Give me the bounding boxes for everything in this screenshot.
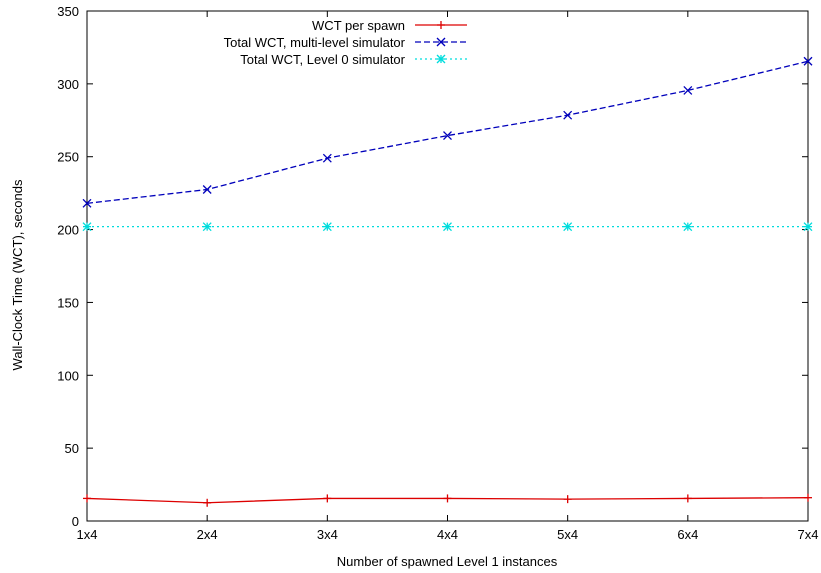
data-point (803, 222, 813, 232)
legend-entry: WCT per spawn (312, 18, 467, 33)
data-point (202, 222, 212, 232)
y-tick-label: 150 (57, 295, 79, 310)
y-tick-label: 100 (57, 368, 79, 383)
axis-ticks: 0 50 100 150 200 250 300 350 1x4 2x4 3x4 4x4 5x4 6x4 7… (57, 4, 818, 542)
data-point (683, 85, 693, 95)
data-point (322, 222, 332, 232)
series-lines (82, 56, 813, 507)
data-point (323, 494, 332, 503)
legend-marker (436, 54, 446, 64)
x-tick-label: 7x4 (798, 527, 819, 542)
series-line (86, 60, 809, 204)
data-point (83, 494, 91, 503)
x-tick-label: 4x4 (437, 527, 458, 542)
x-axis-label: Number of spawned Level 1 instances (337, 554, 558, 569)
legend-entry: Total WCT, Level 0 simulator (240, 52, 467, 67)
y-tick-label: 200 (57, 223, 79, 238)
legend-marker (436, 37, 446, 47)
legend-label: WCT per spawn (312, 18, 405, 33)
data-point (804, 493, 812, 502)
y-tick-label: 350 (57, 4, 79, 19)
x-tick-label: 5x4 (557, 527, 578, 542)
y-tick-label: 0 (72, 514, 79, 529)
x-tick-label: 6x4 (677, 527, 698, 542)
data-point (203, 498, 212, 507)
y-tick-label: 250 (57, 150, 79, 165)
x-tick-label: 1x4 (77, 527, 98, 542)
data-point (202, 185, 212, 194)
legend: WCT per spawn Total WCT, multi-level simu… (224, 18, 467, 67)
series-2 (82, 56, 813, 208)
legend-label: Total WCT, multi-level simulator (224, 35, 406, 50)
data-point (683, 222, 693, 232)
data-point (563, 495, 572, 504)
data-point (443, 494, 452, 503)
series-3 (82, 222, 813, 232)
legend-marker (437, 21, 445, 29)
data-point (82, 222, 92, 232)
legend-label: Total WCT, Level 0 simulator (240, 52, 405, 67)
data-point (443, 131, 452, 141)
series-1 (83, 493, 812, 507)
data-point (563, 222, 573, 232)
legend-entry: Total WCT, multi-level simulator (224, 35, 467, 50)
y-tick-label: 300 (57, 77, 79, 92)
data-point (443, 222, 452, 232)
y-tick-label: 50 (65, 441, 79, 456)
data-point (82, 198, 92, 208)
data-point (322, 153, 332, 163)
x-tick-label: 2x4 (197, 527, 218, 542)
data-point (803, 56, 813, 66)
data-point (683, 494, 692, 503)
data-point (563, 110, 573, 120)
x-tick-label: 3x4 (317, 527, 338, 542)
y-axis-label: Wall-Clock Time (WCT), seconds (10, 179, 25, 370)
